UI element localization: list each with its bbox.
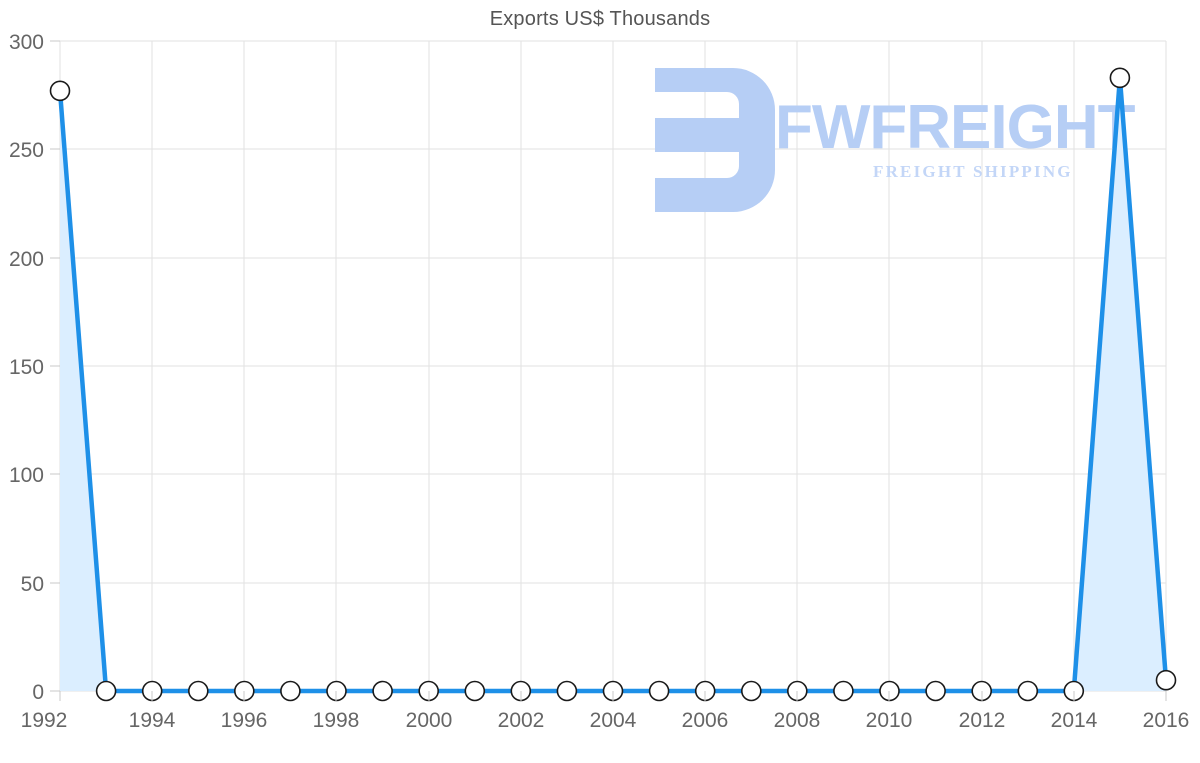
x-gridlines xyxy=(59,41,1167,691)
data-point xyxy=(1017,680,1039,702)
data-point xyxy=(648,680,670,702)
y-tick-label: 300 xyxy=(9,31,44,54)
x-tick-label: 2002 xyxy=(498,709,545,732)
reversed-e-logo-icon xyxy=(655,68,775,212)
watermark-logo: FWFREIGHT FREIGHT SHIPPING xyxy=(655,68,1137,212)
data-point xyxy=(95,680,117,702)
y-tick-label: 50 xyxy=(21,573,44,596)
data-point xyxy=(280,680,301,702)
data-point xyxy=(1109,67,1131,89)
y-tick-label: 200 xyxy=(9,248,44,271)
watermark-tagline: FREIGHT SHIPPING xyxy=(873,162,1073,181)
data-point xyxy=(740,680,762,702)
x-tick-label: 1998 xyxy=(313,709,360,732)
x-tick-label: 1994 xyxy=(129,709,176,732)
x-tick-label: 1992 xyxy=(21,709,68,732)
x-tick-label: 1996 xyxy=(221,709,268,732)
x-tick-label: 2014 xyxy=(1051,709,1098,732)
x-tick-label: 2000 xyxy=(406,709,453,732)
y-tick-label: 150 xyxy=(9,356,44,379)
data-point xyxy=(556,680,578,702)
data-point xyxy=(188,680,209,702)
y-tick-label: 100 xyxy=(9,464,44,487)
data-point xyxy=(833,680,854,702)
x-tick-label: 2012 xyxy=(959,709,1006,732)
chart-title: Exports US$ Thousands xyxy=(489,8,711,30)
data-point xyxy=(464,680,486,702)
x-axis: 1992 1994 1996 1998 2000 2002 2004 2006 … xyxy=(21,691,1190,732)
y-axis: 300 250 200 150 100 50 0 xyxy=(9,31,60,704)
x-tick-label: 2010 xyxy=(866,709,913,732)
y-tick-label: 250 xyxy=(9,139,44,162)
data-point xyxy=(372,680,393,702)
data-point xyxy=(1155,669,1177,691)
x-tick-label: 2006 xyxy=(682,709,729,732)
x-tick-label: 2016 xyxy=(1143,709,1190,732)
data-point xyxy=(49,80,71,102)
x-tick-label: 2008 xyxy=(774,709,821,732)
data-point xyxy=(925,680,946,702)
y-tick-label: 0 xyxy=(32,681,44,704)
x-tick-label: 2004 xyxy=(590,709,637,732)
watermark-brand: FWFREIGHT xyxy=(775,93,1136,162)
